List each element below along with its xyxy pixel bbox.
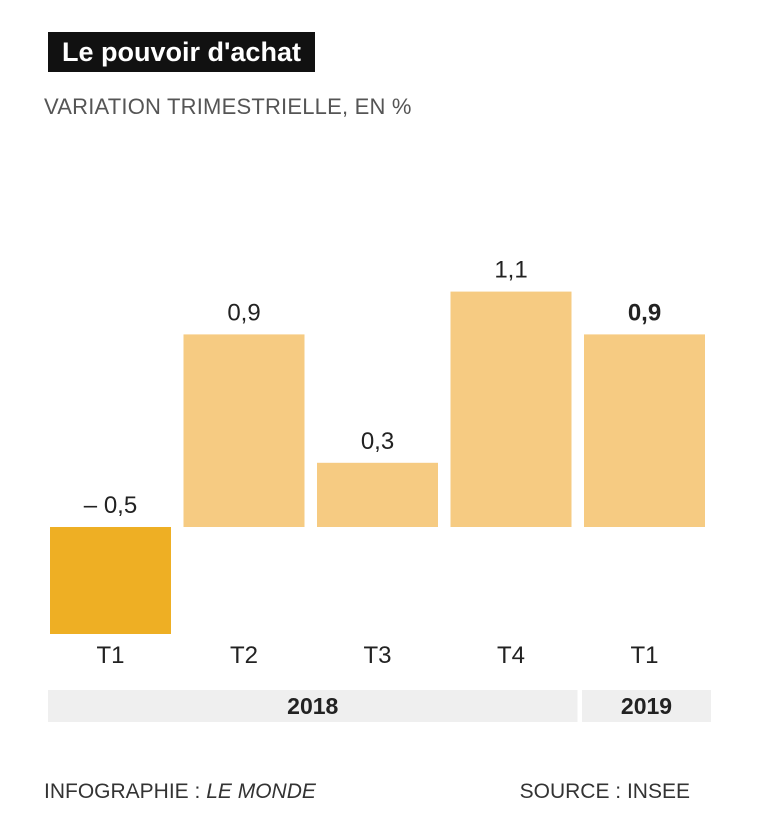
year-band-1	[48, 690, 578, 722]
bar-value-label-1: – 0,5	[84, 492, 137, 519]
bar-2	[183, 334, 305, 527]
x-tick-label-2: T2	[230, 642, 258, 669]
bar-value-label-5: 0,9	[628, 299, 661, 326]
year-label-1: 2018	[287, 693, 338, 719]
chart-subtitle: VARIATION TRIMESTRIELLE, EN %	[44, 94, 412, 119]
x-tick-label-1: T1	[96, 642, 124, 669]
year-label-2: 2019	[621, 693, 672, 719]
bar-value-label-2: 0,9	[227, 299, 260, 326]
credit-prefix: INFOGRAPHIE :	[44, 780, 207, 803]
credit: INFOGRAPHIE : LE MONDE	[44, 780, 316, 804]
bar-3	[317, 462, 438, 527]
bar-5	[584, 334, 705, 527]
chart-title: Le pouvoir d'achat	[48, 32, 315, 72]
bar-1	[50, 527, 171, 634]
bar-4	[450, 291, 572, 527]
x-tick-label-4: T4	[497, 642, 525, 669]
credit-name: LE MONDE	[206, 780, 316, 803]
x-tick-label-3: T3	[363, 642, 391, 669]
bar-value-label-4: 1,1	[494, 257, 527, 284]
x-tick-label-5: T1	[630, 642, 658, 669]
year-band-2	[582, 690, 711, 722]
bar-value-label-3: 0,3	[361, 428, 394, 455]
source: SOURCE : INSEE	[519, 780, 690, 803]
